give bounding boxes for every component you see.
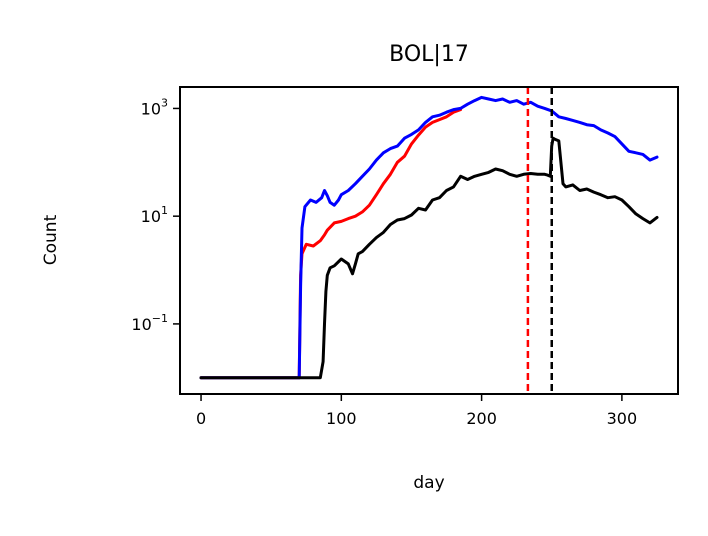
plot-area [199,87,659,394]
y-tick-base: 10 [141,207,161,226]
y-axis-label: Count [41,214,61,265]
series-line-2 [199,95,659,380]
y-tick-label: 103 [141,96,168,118]
x-tick-label: 200 [466,409,497,428]
y-tick-exponent: 3 [161,96,168,109]
y-tick-exponent: −1 [152,312,168,325]
y-tick-exponent: 1 [161,204,168,217]
series-line-1 [199,108,463,380]
y-tick-base: 10 [141,99,161,118]
plot-frame [179,86,679,395]
y-tick-label: 101 [141,204,168,226]
x-tick-label: 0 [196,409,206,428]
y-tick-base: 10 [131,315,151,334]
x-tick-label: 100 [326,409,357,428]
chart-title: BOL|17 [389,42,469,67]
series-line-3 [199,136,659,380]
x-tick-label: 300 [607,409,638,428]
x-axis-label: day [413,473,444,493]
x-axis-ticks: 0 100 200 300 [196,394,637,428]
reference-lines [526,87,553,394]
y-tick-label: 10−1 [131,312,168,334]
series-layer [199,95,659,380]
